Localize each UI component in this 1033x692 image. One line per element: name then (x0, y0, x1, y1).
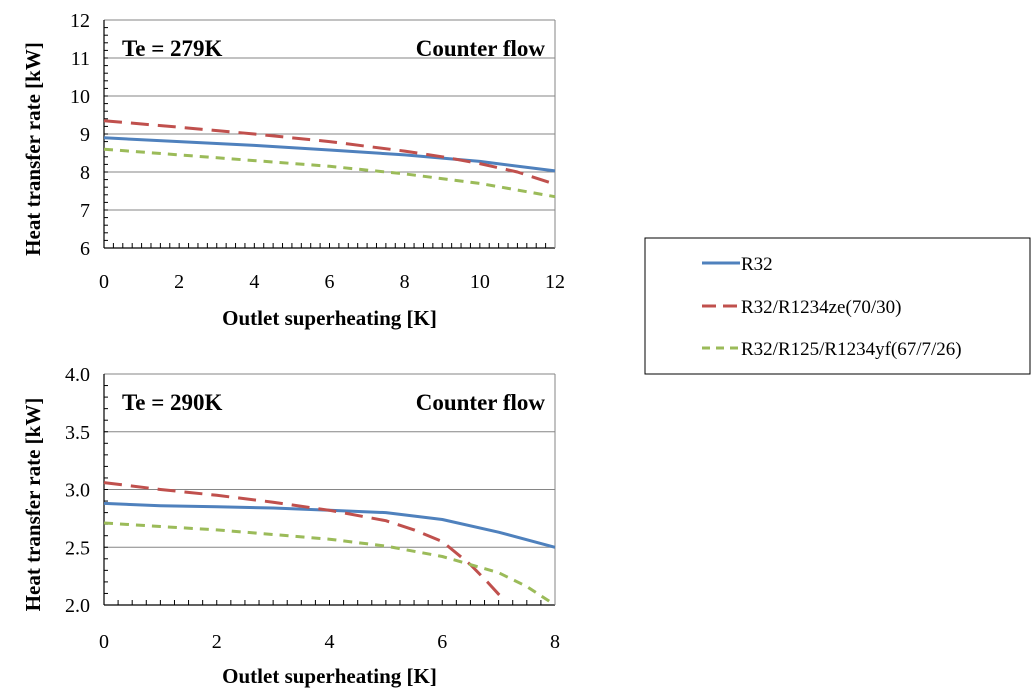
top-ytick-label: 10 (70, 86, 90, 108)
bottom-xtick-label: 2 (212, 631, 222, 653)
top-ytick-label: 11 (71, 48, 90, 70)
top-ytick-label: 12 (70, 10, 90, 32)
bottom-ytick-label: 3.0 (65, 480, 90, 502)
bottom-annotation-flow: Counter flow (416, 390, 546, 415)
top-xtick-label: 8 (400, 271, 410, 293)
top-x-axis-title: Outlet superheating [K] (222, 306, 437, 330)
legend-label-r32: R32 (741, 254, 773, 275)
bottom-ytick-label: 2.5 (65, 537, 90, 559)
bottom-ytick-label: 4.0 (65, 364, 90, 386)
top-series-r32 (103, 136, 556, 173)
bottom-x-axis-title: Outlet superheating [K] (222, 664, 437, 688)
top-xtick-label: 4 (249, 271, 259, 293)
top-series-r1234ze (103, 119, 556, 186)
bottom-ytick-label: 3.5 (65, 422, 90, 444)
bottom-series-r1234ze (103, 481, 506, 602)
top-ytick-label: 9 (80, 124, 90, 146)
bottom-series-r1234yf (103, 521, 556, 607)
top-xtick-label: 10 (470, 271, 490, 293)
top-y-axis-title: Heat transfer rate [kW] (21, 42, 45, 256)
top-series-r1234yf (103, 147, 556, 199)
bottom-y-axis-title: Heat transfer rate [kW] (21, 398, 45, 612)
bottom-annotation-te: Te = 290K (122, 390, 223, 415)
bottom-xtick-label: 4 (325, 631, 335, 653)
legend-label-r1234ze: R32/R1234ze(70/30) (741, 297, 901, 318)
top-xtick-label: 12 (545, 271, 565, 293)
top-xtick-label: 2 (174, 271, 184, 293)
bottom-xtick-label: 8 (550, 631, 560, 653)
top-xtick-label: 0 (99, 271, 109, 293)
chart-top: 6 7 8 9 10 11 12 0 2 4 6 8 10 12 Te = 279K Counter flow… (21, 10, 565, 330)
bottom-xtick-label: 0 (99, 631, 109, 653)
bottom-ytick-label: 2.0 (65, 595, 90, 617)
top-annotation-te: Te = 279K (122, 36, 223, 61)
chart-bottom: 2.0 2.5 3.0 3.5 4.0 0 2 4 6 8 Te = 290K Counter flo… (21, 364, 560, 688)
top-ytick-label: 6 (80, 238, 90, 260)
top-ytick-label: 7 (80, 200, 90, 222)
top-ytick-label: 8 (80, 162, 90, 184)
bottom-xtick-label: 6 (437, 631, 447, 653)
top-xtick-label: 6 (325, 271, 335, 293)
legend: R32 R32/R1234ze(70/30) R32/R125/R1234yf(… (644, 237, 1031, 375)
top-annotation-flow: Counter flow (416, 36, 546, 61)
legend-label-r1234yf: R32/R125/R1234yf(67/7/26) (741, 339, 962, 360)
